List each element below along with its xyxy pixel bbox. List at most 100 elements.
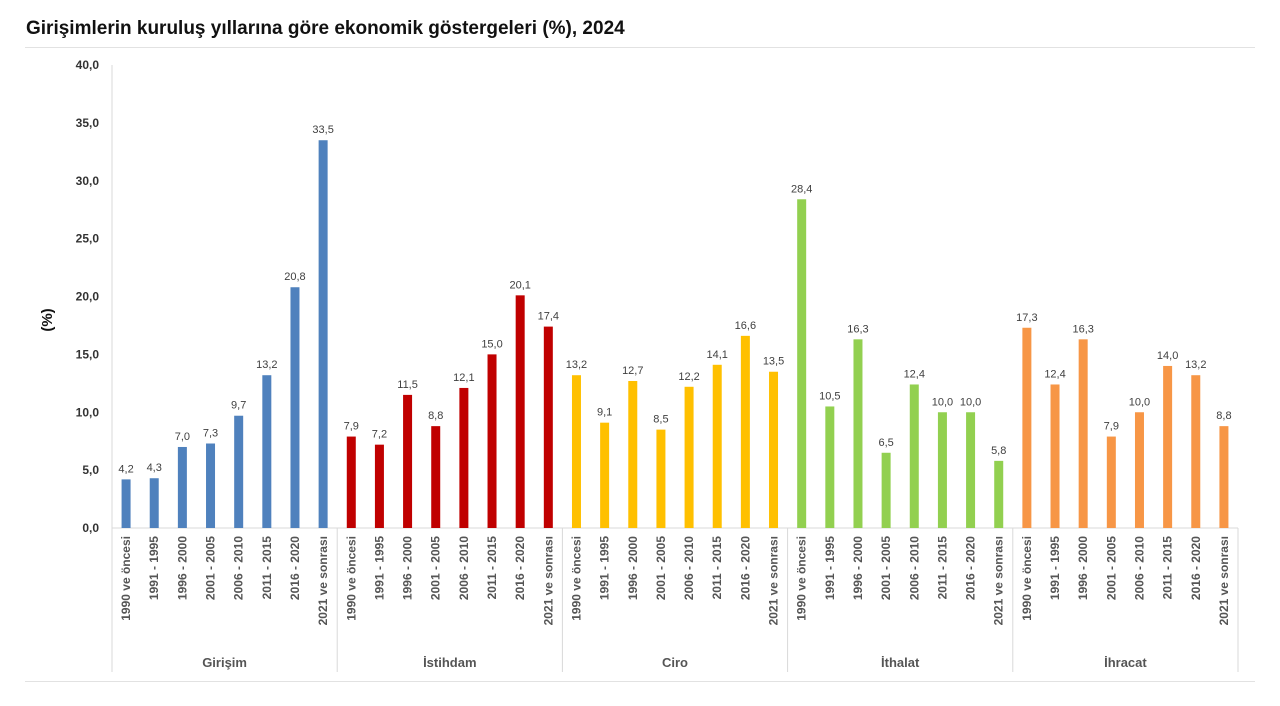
bar <box>600 422 610 528</box>
category-label: 1996 - 2000 <box>1076 536 1090 600</box>
group-label: İhracat <box>1104 655 1147 670</box>
category-label: 2006 - 2010 <box>682 536 696 600</box>
bar <box>881 452 891 528</box>
data-label: 12,4 <box>1044 368 1065 380</box>
bar <box>825 406 835 528</box>
category-label: 2011 - 2015 <box>710 536 724 600</box>
data-label: 7,9 <box>344 421 359 433</box>
data-label: 17,3 <box>1016 312 1037 324</box>
bar <box>994 460 1004 528</box>
data-label: 17,4 <box>538 311 559 323</box>
data-label: 16,3 <box>847 323 868 335</box>
category-label: 2001 - 2005 <box>654 536 668 600</box>
bar <box>431 426 441 528</box>
category-label: 2021 ve sonrası <box>992 536 1006 625</box>
category-label: 1991 - 1995 <box>1048 536 1062 600</box>
category-label: 2016 - 2020 <box>964 536 978 600</box>
data-label: 8,8 <box>1216 410 1231 422</box>
data-label: 11,5 <box>397 379 418 391</box>
category-label: 1990 ve öncesi <box>795 536 809 621</box>
bar <box>177 446 187 528</box>
group-label: İthalat <box>881 655 920 670</box>
bar <box>1219 426 1229 528</box>
bar <box>234 415 244 528</box>
bar <box>262 375 272 528</box>
category-label: 1990 ve öncesi <box>1020 536 1034 621</box>
data-label: 12,7 <box>622 365 643 377</box>
data-label: 14,0 <box>1157 350 1178 362</box>
bar <box>712 364 722 528</box>
data-label: 12,2 <box>678 371 699 383</box>
category-label: 2021 ve sonrası <box>1217 536 1231 625</box>
bar <box>1191 375 1201 528</box>
data-label: 13,2 <box>566 359 587 371</box>
data-label: 4,3 <box>147 462 162 474</box>
y-tick-label: 15,0 <box>76 347 100 361</box>
category-label: 2011 - 2015 <box>485 536 499 600</box>
bar <box>206 443 216 528</box>
category-label: 2021 ve sonrası <box>316 536 330 625</box>
group-label: Ciro <box>662 655 688 670</box>
bar <box>459 387 469 528</box>
bar <box>628 380 638 528</box>
data-label: 16,6 <box>735 320 756 332</box>
bar <box>1022 327 1032 528</box>
category-label: 1990 ve öncesi <box>569 536 583 621</box>
y-tick-label: 40,0 <box>76 58 100 72</box>
category-label: 1991 - 1995 <box>372 536 386 600</box>
data-label: 8,8 <box>428 410 443 422</box>
bar <box>543 326 553 528</box>
category-label: 1991 - 1995 <box>823 536 837 600</box>
category-label: 2001 - 2005 <box>879 536 893 600</box>
data-label: 7,9 <box>1104 421 1119 433</box>
group-label: İstihdam <box>423 655 476 670</box>
category-label: 2001 - 2005 <box>204 536 218 600</box>
category-label: 1991 - 1995 <box>598 536 612 600</box>
bar <box>487 354 497 528</box>
bar <box>403 394 413 528</box>
bar <box>374 444 384 528</box>
category-label: 2016 - 2020 <box>738 536 752 600</box>
y-tick-label: 5,0 <box>82 463 99 477</box>
bar <box>290 287 300 528</box>
data-label: 7,3 <box>203 428 218 440</box>
data-label: 20,1 <box>509 279 530 291</box>
category-label: 1996 - 2000 <box>175 536 189 600</box>
data-label: 15,0 <box>481 338 502 350</box>
bar <box>656 429 666 528</box>
bar <box>937 412 947 528</box>
y-tick-label: 30,0 <box>76 174 100 188</box>
data-label: 14,1 <box>707 349 728 361</box>
bar <box>121 479 131 528</box>
data-label: 10,0 <box>1129 396 1150 408</box>
y-tick-label: 20,0 <box>76 290 100 304</box>
y-tick-label: 0,0 <box>82 521 99 535</box>
bar <box>149 478 159 528</box>
category-label: 2001 - 2005 <box>429 536 443 600</box>
data-label: 8,5 <box>653 414 668 426</box>
group-label: Girişim <box>202 655 247 670</box>
bar <box>1050 384 1060 528</box>
bottom-divider <box>25 681 1255 682</box>
data-label: 9,1 <box>597 407 612 419</box>
data-label: 28,4 <box>791 183 812 195</box>
data-label: 6,5 <box>878 437 893 449</box>
data-label: 9,7 <box>231 400 246 412</box>
category-label: 1996 - 2000 <box>626 536 640 600</box>
data-label: 12,1 <box>453 372 474 384</box>
bar <box>684 386 694 528</box>
data-label: 13,5 <box>763 356 784 368</box>
data-label: 16,3 <box>1072 323 1093 335</box>
category-label: 2016 - 2020 <box>1189 536 1203 600</box>
bar <box>571 375 581 528</box>
data-label: 33,5 <box>312 124 333 136</box>
category-label: 2016 - 2020 <box>513 536 527 600</box>
bar <box>909 384 919 528</box>
bar <box>853 339 863 528</box>
title-divider <box>25 47 1255 48</box>
bar <box>1078 339 1088 528</box>
bar <box>1163 365 1173 528</box>
category-label: 1991 - 1995 <box>147 536 161 600</box>
category-label: 2021 ve sonrası <box>767 536 781 625</box>
